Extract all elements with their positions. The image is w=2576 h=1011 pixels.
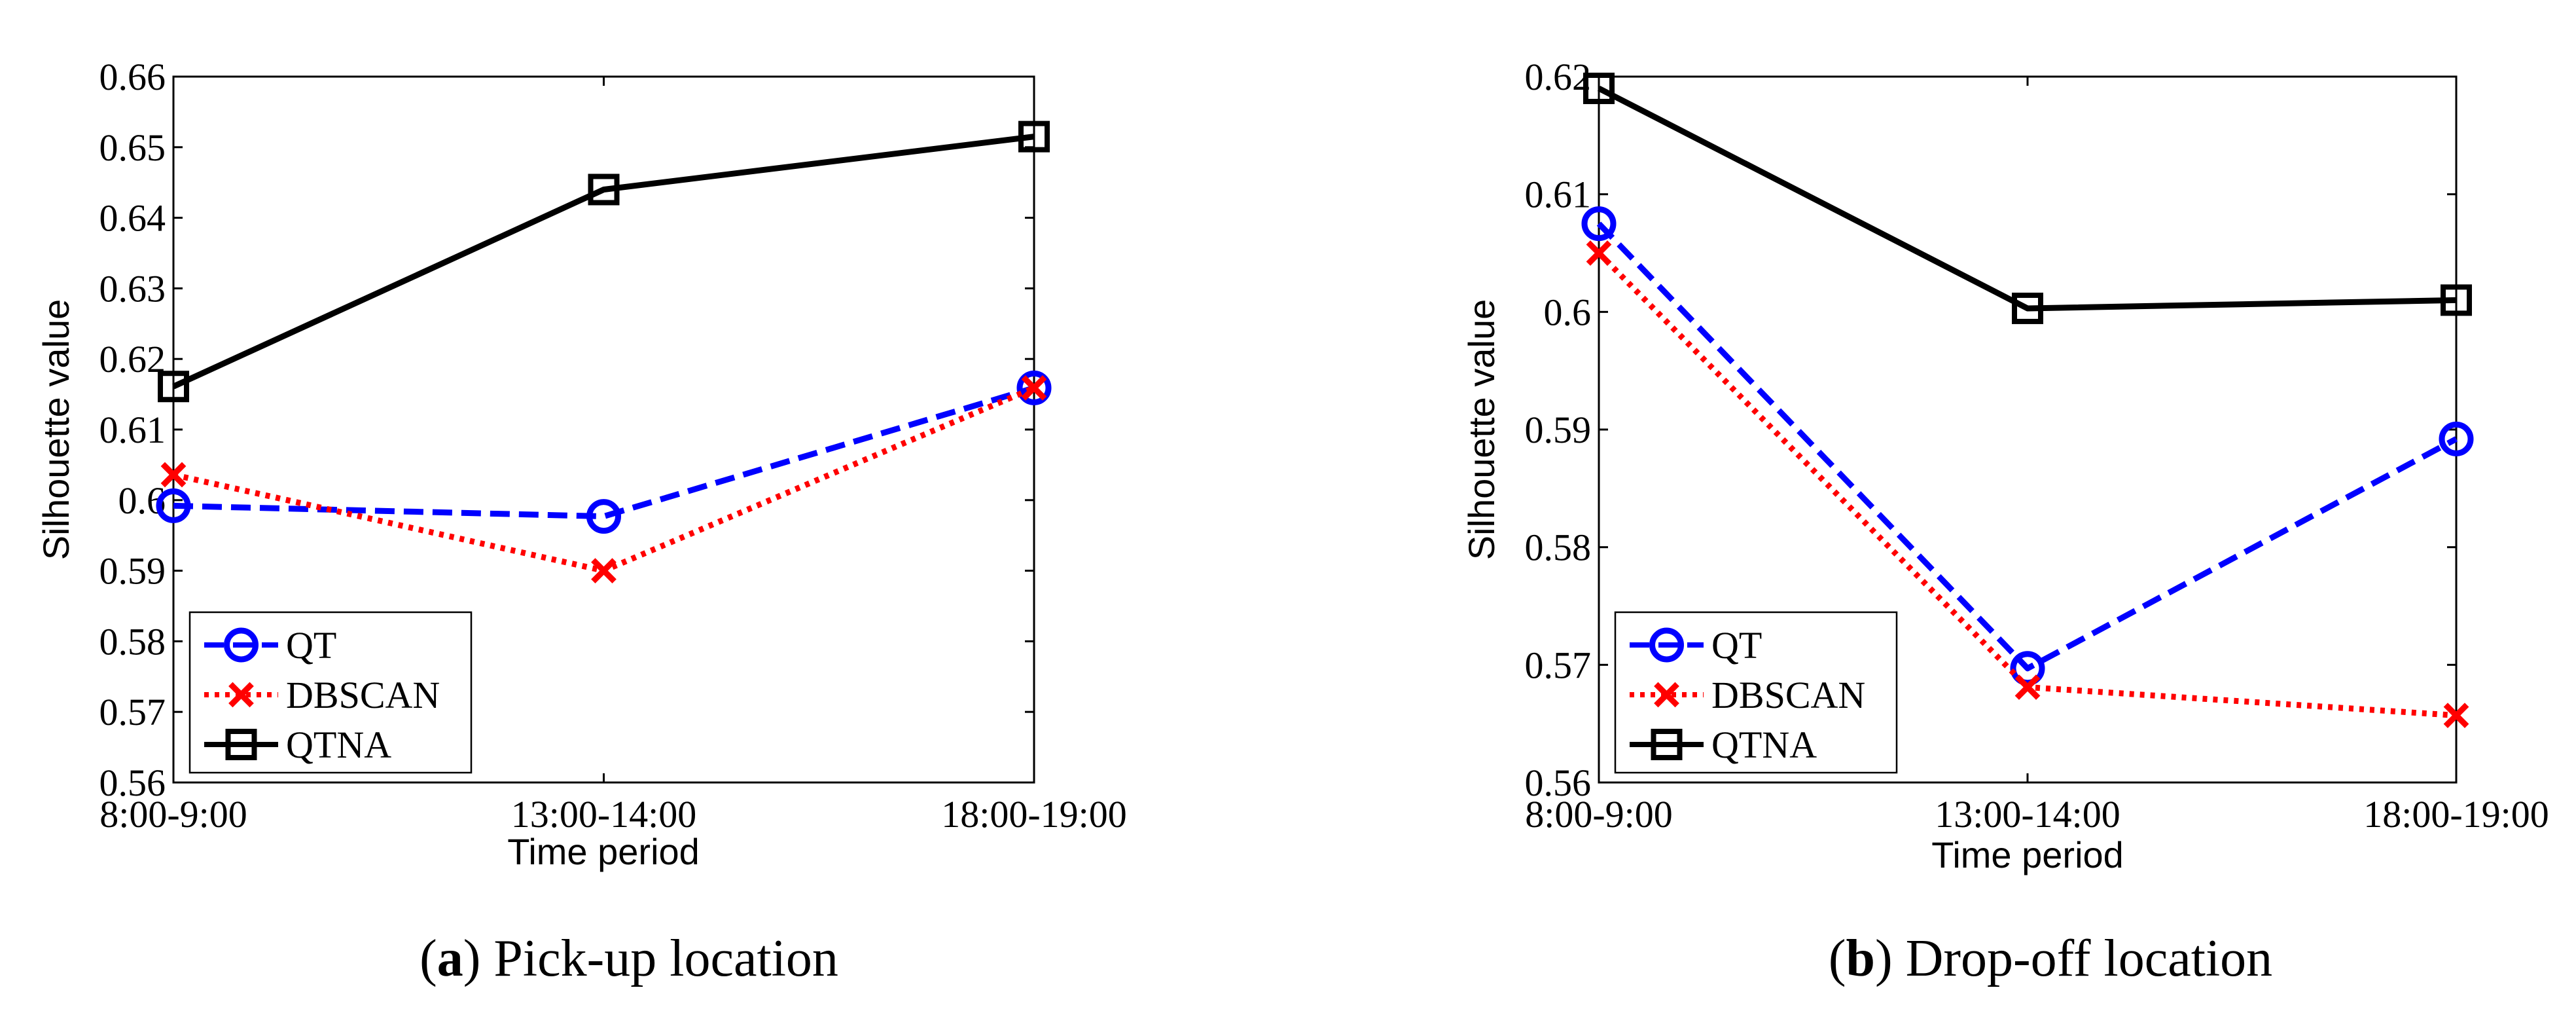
y-tick-label: 0.62 (99, 338, 166, 380)
chart-dropoff: 0.56 0.57 0.58 0.59 0.6 0.61 0.62 8:00-9:00 13:… (1461, 56, 2549, 987)
legend-label: QT (1711, 624, 1762, 667)
data-point (158, 371, 189, 403)
series-line (1597, 85, 2457, 312)
series-dbscan (160, 375, 1047, 583)
y-axis: 0.56 0.57 0.58 0.59 0.6 0.61 0.62 (1525, 56, 2456, 804)
data-point (591, 558, 617, 583)
legend-marker (224, 627, 259, 663)
series-qtna (1583, 72, 2472, 324)
data-point (586, 499, 621, 534)
data-point (1018, 120, 1050, 153)
chart-pickup: 0.560.570.580.590.60.610.620.630.640.650… (35, 56, 1127, 987)
legend-marker (1651, 729, 1683, 760)
caption: (b) Drop-off location (1829, 930, 2272, 987)
data-point (1581, 206, 1617, 242)
y-tick-label: 0.61 (99, 409, 166, 451)
legend-label: DBSCAN (286, 674, 440, 716)
data-point (1586, 240, 1612, 266)
data-point (2441, 284, 2472, 316)
y-tick-label: 0.58 (1525, 526, 1592, 569)
series-qt (156, 370, 1052, 534)
caption: (a) Pick-up location (420, 930, 838, 987)
data-point (1583, 72, 1615, 104)
x-axis-label: Time period (1931, 834, 2124, 875)
legend-entry-qtna: QTNA (1630, 724, 1817, 766)
legend: QT DBSCAN QTNA (188, 611, 473, 774)
x-tick-label: 8:00-9:00 (1525, 793, 1673, 836)
data-point (160, 462, 187, 488)
legend: QT DBSCAN QTNA (1614, 611, 1898, 774)
legend-label: QTNA (286, 724, 391, 766)
x-tick-label: 13:00-14:00 (1935, 793, 2120, 836)
series-layer (156, 120, 1052, 583)
data-point (2014, 674, 2041, 700)
data-point (2012, 292, 2043, 324)
legend-marker (1654, 682, 1679, 708)
legend-entry-qtna: QTNA (204, 724, 391, 766)
x-axis: 8:00-9:00 13:00-14:00 18:00-19:00 (99, 77, 1127, 836)
x-tick-label: 18:00-19:00 (2363, 793, 2549, 836)
series-qt (1581, 206, 2474, 686)
y-tick-label: 0.59 (99, 550, 166, 593)
data-point (1021, 375, 1047, 401)
series-layer (1581, 72, 2474, 728)
series-line (1596, 221, 2458, 672)
x-axis-label: Time period (507, 831, 700, 872)
y-tick-label: 0.61 (1525, 174, 1592, 216)
caption-text: Pick-up location (493, 930, 838, 987)
data-point (2443, 703, 2469, 728)
series-line (172, 134, 1035, 390)
y-tick-label: 0.62 (1525, 56, 1592, 98)
legend-label: QTNA (1711, 724, 1817, 766)
legend-marker (225, 729, 257, 760)
legend-entry-dbscan: DBSCAN (204, 674, 440, 716)
legend-entry-dbscan: DBSCAN (1630, 674, 1865, 716)
legend-entry-qt: QT (204, 624, 336, 667)
y-axis: 0.560.570.580.590.60.610.620.630.640.650… (99, 56, 1034, 804)
y-tick-label: 0.64 (99, 197, 166, 240)
legend-label: DBSCAN (1711, 674, 1865, 716)
data-point (2010, 651, 2045, 686)
data-point (156, 488, 191, 523)
legend-items: QT DBSCAN QTNA (204, 624, 440, 766)
y-tick-label: 0.56 (1525, 762, 1592, 804)
y-tick-label: 0.66 (99, 56, 166, 98)
data-point (2439, 421, 2474, 456)
x-tick-label: 8:00-9:00 (99, 793, 247, 836)
x-tick-label: 18:00-19:00 (941, 793, 1127, 836)
legend-marker (228, 682, 254, 708)
y-tick-label: 0.6 (1544, 291, 1592, 333)
y-axis-label: Silhouette value (1461, 299, 1502, 561)
legend-entry-qt: QT (1630, 624, 1762, 667)
caption-text: Drop-off location (1906, 930, 2273, 987)
legend-items: QT DBSCAN QTNA (1630, 624, 1865, 766)
y-tick-label: 0.57 (1525, 644, 1592, 686)
legend-marker (1649, 627, 1684, 663)
legend-label: QT (286, 624, 336, 667)
x-tick-label: 13:00-14:00 (511, 793, 697, 836)
data-point (588, 174, 620, 206)
y-tick-label: 0.63 (99, 267, 166, 310)
caption-letter: b (1846, 930, 1875, 987)
data-point (1016, 370, 1052, 405)
series-dbscan (1586, 240, 2469, 728)
caption-letter: a (437, 930, 463, 987)
y-tick-label: 0.65 (99, 126, 166, 169)
series-qtna (158, 120, 1050, 403)
x-axis: 8:00-9:00 13:00-14:00 18:00-19:00 (1525, 77, 2549, 836)
y-axis-label: Silhouette value (35, 299, 77, 561)
y-tick-label: 0.57 (99, 691, 166, 733)
y-tick-label: 0.56 (99, 762, 166, 804)
y-tick-label: 0.58 (99, 620, 166, 663)
series-line (173, 385, 1035, 520)
y-tick-label: 0.59 (1525, 409, 1592, 451)
